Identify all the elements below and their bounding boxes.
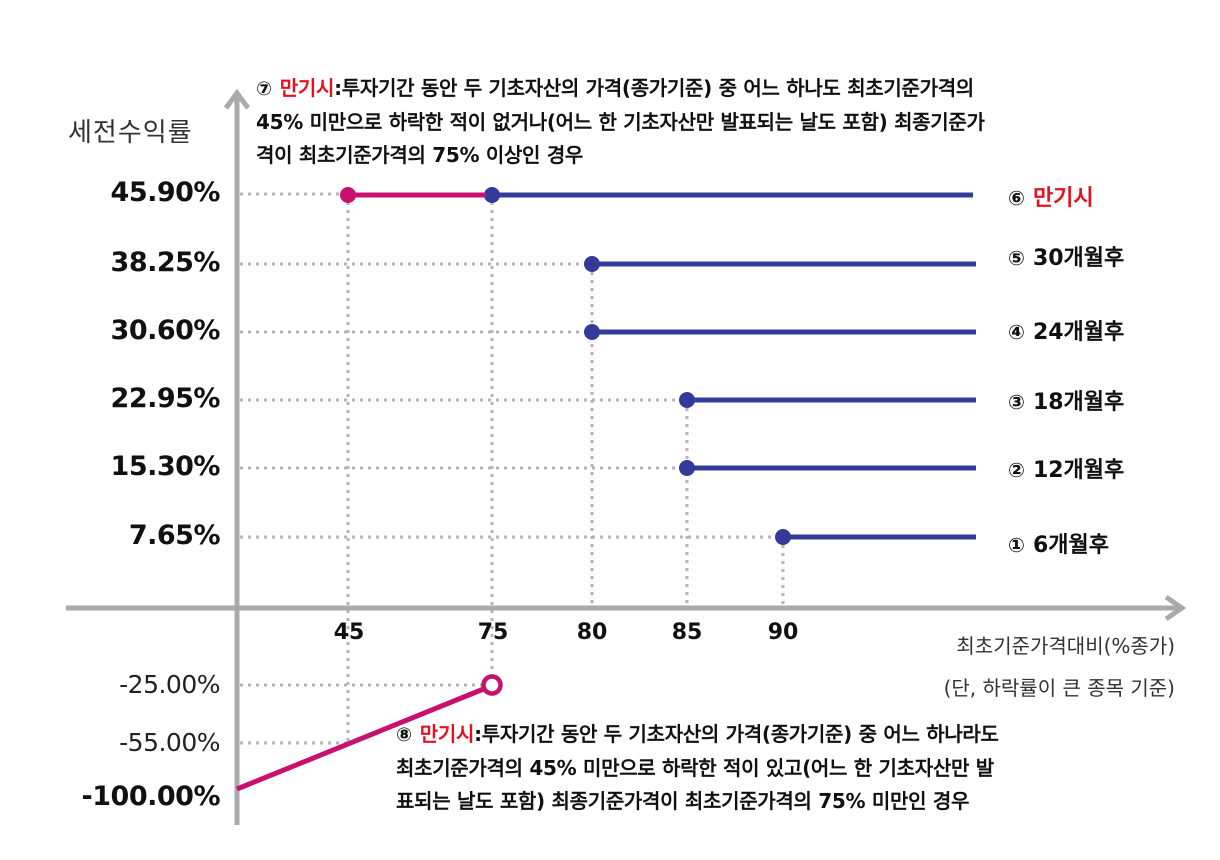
note-8-line-2: 최초기준가격의 45% 미만으로 하락한 적이 있고(어느 한 기초자산만 발: [396, 756, 994, 780]
x-axis-arrowhead: [1164, 594, 1187, 622]
legend-label: 30개월후: [1032, 246, 1125, 271]
note-text: :투자기간 동안 두 기초자산의 가격(종가기준) 중 어느 하나도 최초기준가…: [334, 76, 974, 100]
legend-label: 12개월후: [1032, 458, 1125, 483]
legend-label: 24개월후: [1032, 320, 1125, 345]
x-axis-title: 최초기준가격대비(%종가): [956, 634, 1175, 658]
legend-item-3: ③ 18개월후: [1008, 384, 1124, 416]
note-7: ⑦ 만기시:투자기간 동안 두 기초자산의 가격(종가기준) 중 어느 하나도 최…: [256, 72, 985, 172]
circled-number: ⑥: [1008, 186, 1025, 210]
note-key: 만기시: [419, 722, 475, 746]
legend-label: 6개월후: [1032, 533, 1109, 558]
circled-number: ⑦: [256, 78, 272, 100]
note-7-line-3: 격이 최초기준가격의 75% 이상인 경우: [256, 143, 584, 167]
note-7-line-2: 45% 미만으로 하락한 적이 없거나(어느 한 기초자산만 발표되는 날도 포…: [256, 110, 985, 134]
y-label-neg-100: -100.00%: [81, 781, 221, 812]
y-axis-title: 세전수익률: [68, 118, 193, 148]
note-8: ⑧ 만기시:투자기간 동안 두 기초자산의 가격(종가기준) 중 어느 하나라도 …: [396, 718, 999, 818]
x-label-80: 80: [576, 620, 608, 645]
circled-number: ⑤: [1008, 246, 1025, 270]
dotted-guides: [240, 192, 785, 745]
y-label-7-65: 7.65%: [128, 520, 221, 551]
legend-item-1: ① 6개월후: [1008, 527, 1109, 559]
circled-number: ③: [1008, 390, 1025, 414]
legend-label: 만기시: [1032, 186, 1094, 211]
circled-number: ④: [1008, 320, 1025, 344]
note-8-line-1: ⑧ 만기시:투자기간 동안 두 기초자산의 가격(종가기준) 중 어느 하나라도: [396, 718, 999, 752]
x-label-85: 85: [671, 620, 703, 645]
note-key: 만기시: [279, 76, 335, 100]
y-label-22-95: 22.95%: [110, 383, 221, 414]
y-label-neg-55: -55.00%: [119, 728, 220, 757]
circled-number: ⑧: [396, 724, 412, 746]
axes: [66, 88, 1187, 825]
x-label-90: 90: [767, 620, 799, 645]
note-7-line-1: ⑦ 만기시:투자기간 동안 두 기초자산의 가격(종가기준) 중 어느 하나도 최…: [256, 72, 985, 106]
y-label-15-30: 15.30%: [110, 451, 221, 482]
legend-item-2: ② 12개월후: [1008, 452, 1124, 484]
x-axis-note: (단, 하락률이 큰 종목 기준): [943, 676, 1175, 700]
magenta-series: [236, 187, 503, 792]
legend-item-5: ⑤ 30개월후: [1008, 240, 1124, 272]
navy-series: [484, 187, 976, 545]
circled-number: ②: [1008, 458, 1025, 482]
note-8-line-3: 표되는 날도 포함) 최종기준가격이 최초기준가격의 75% 미만인 경우: [396, 789, 970, 813]
y-label-30-60: 30.60%: [110, 315, 221, 346]
x-label-45: 45: [333, 620, 365, 645]
legend-item-4: ④ 24개월후: [1008, 314, 1124, 346]
legend-label: 18개월후: [1032, 390, 1125, 415]
y-label-38-25: 38.25%: [110, 247, 221, 278]
legend-item-6: ⑥ 만기시: [1008, 180, 1094, 212]
circled-number: ①: [1008, 533, 1025, 557]
y-label-45-90: 45.90%: [110, 177, 221, 208]
y-axis-arrowhead: [223, 88, 251, 110]
y-label-neg-25: -25.00%: [119, 670, 220, 699]
x-label-75: 75: [477, 620, 509, 645]
note-text: :투자기간 동안 두 기초자산의 가격(종가기준) 중 어느 하나라도: [474, 722, 999, 746]
